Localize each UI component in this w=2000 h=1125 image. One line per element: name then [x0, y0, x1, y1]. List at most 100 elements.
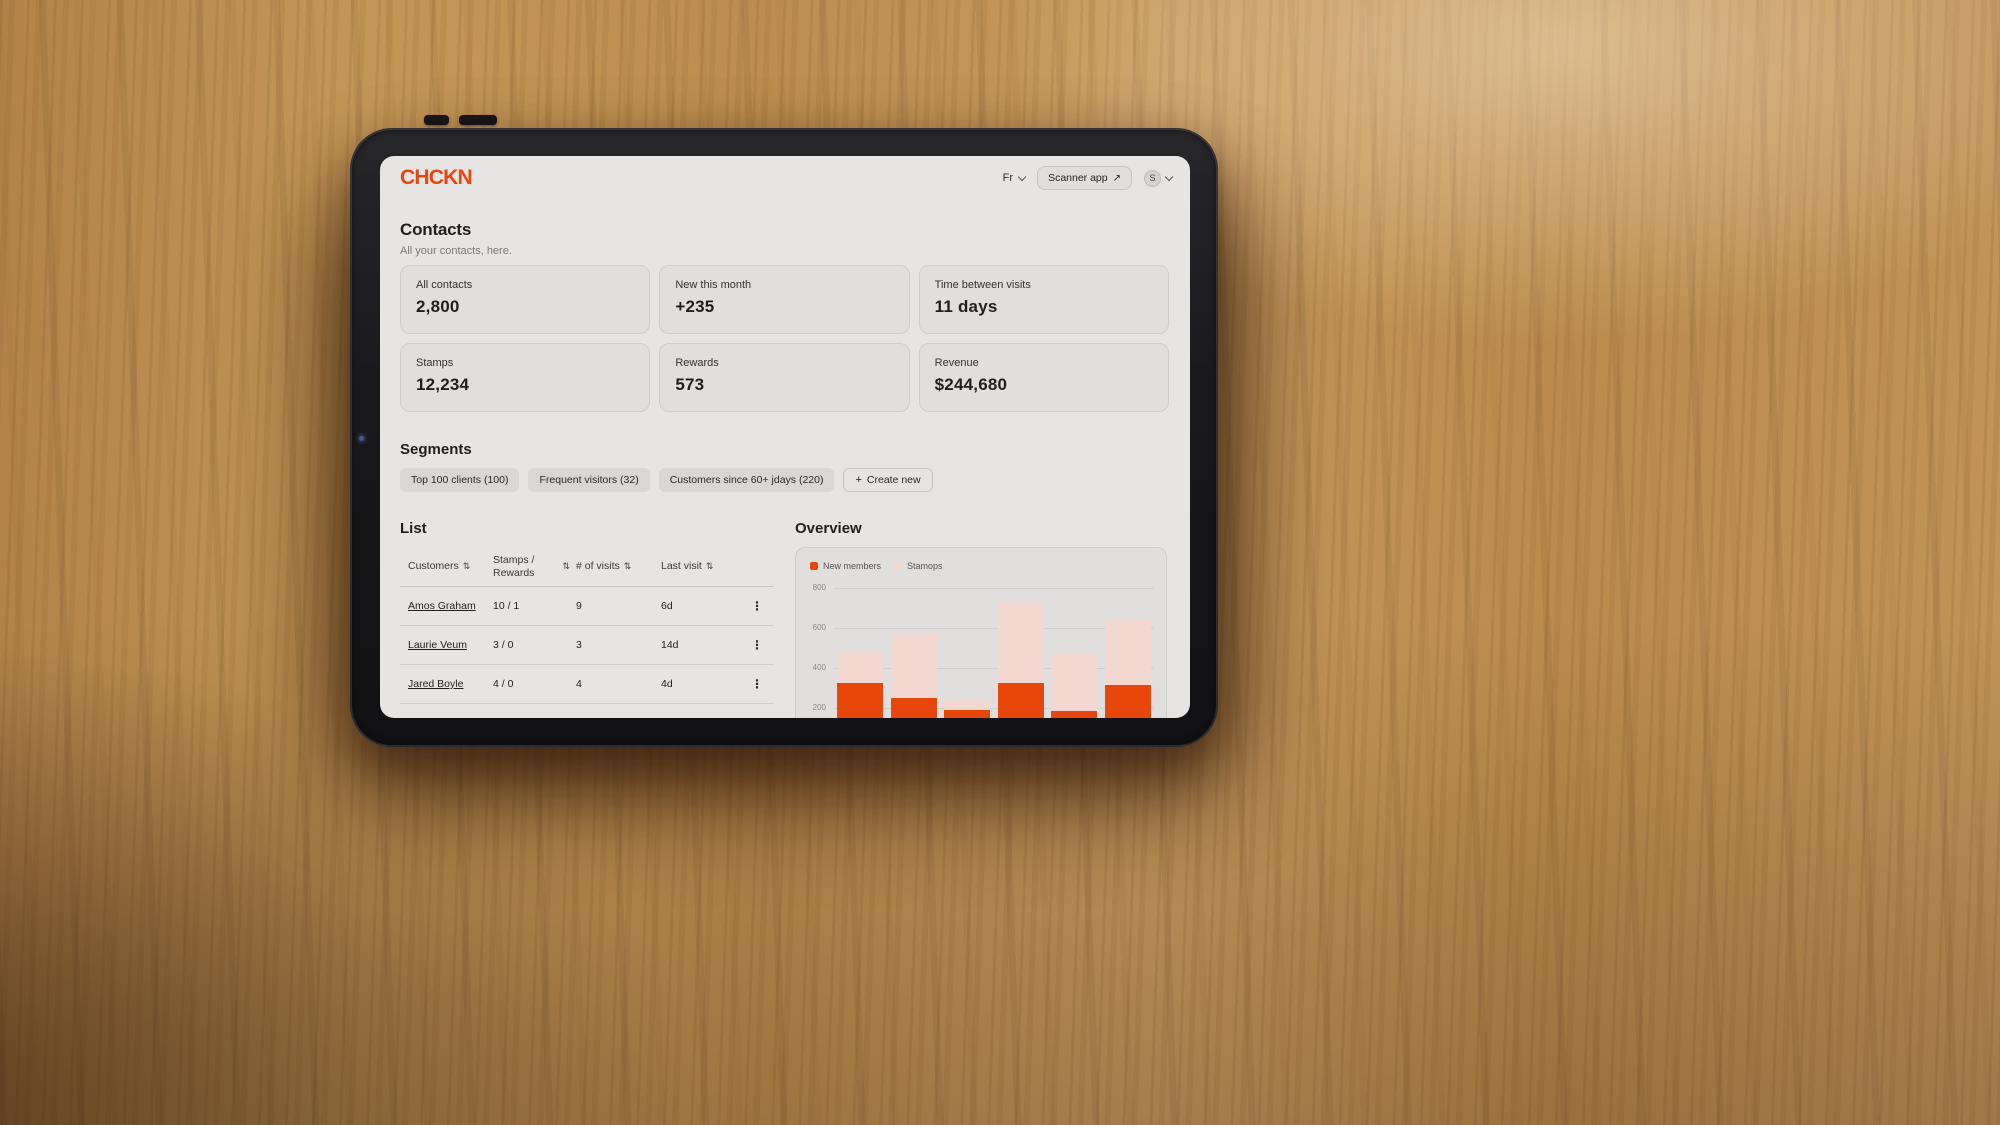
segment-chip[interactable]: Top 100 clients (100)	[400, 468, 520, 492]
column-header[interactable]: Last visit ⇅	[661, 560, 750, 572]
legend-label: New members	[823, 561, 882, 571]
customer-cell: Amos Graham	[400, 600, 493, 612]
stat-card: New this month +235	[659, 265, 910, 334]
chevron-down-icon	[1017, 172, 1027, 181]
legend-item: New members	[810, 561, 881, 571]
plus-icon: +	[855, 474, 862, 486]
avatar: S	[1144, 169, 1161, 187]
tablet-device: CHCKN Fr Scanner app ↗ S	[350, 128, 1218, 747]
column-header[interactable]: Stamps / Rewards ⇅	[493, 554, 576, 578]
row-menu-button[interactable]: ⋮	[751, 599, 763, 613]
sort-icon: ⇅	[462, 561, 471, 572]
create-segment-button[interactable]: + Create new	[843, 468, 933, 492]
last-visit-cell: 4d	[661, 678, 673, 690]
chart-gridline	[834, 588, 1154, 590]
language-selector[interactable]: Fr	[1002, 172, 1027, 184]
y-axis-tick-label: 600	[812, 623, 826, 633]
tablet-volume-button	[459, 115, 497, 125]
bar-segment-new-members	[997, 683, 1044, 718]
column-header-label: Last visit	[661, 560, 702, 573]
sort-icon: ⇅	[562, 561, 570, 572]
visits-cell: 9	[576, 600, 582, 612]
last-visit-cell: 6d	[661, 600, 673, 612]
table-row: Jared Boyle 4 / 0 4 4d ⋮	[400, 665, 773, 704]
customer-link[interactable]: Laurie Veum	[408, 639, 467, 651]
bar-segment-stamops	[1051, 653, 1097, 718]
row-menu-button[interactable]: ⋮	[751, 677, 763, 691]
app-screen: CHCKN Fr Scanner app ↗ S	[380, 156, 1190, 718]
account-menu[interactable]: S	[1144, 169, 1174, 187]
stat-value: 2,800	[416, 297, 460, 316]
stat-label: New this month	[675, 279, 752, 291]
chckn-logo: CHCKN	[400, 166, 473, 189]
stat-label: Rewards	[675, 357, 719, 369]
stat-label: Time between visits	[934, 279, 1031, 291]
table-row: Amos Graham 10 / 1 9 6d ⋮	[400, 587, 773, 626]
list-title: List	[400, 520, 427, 537]
legend-swatch	[810, 562, 818, 570]
customer-link[interactable]: Jared Boyle	[408, 678, 464, 690]
stat-card: Rewards 573	[659, 343, 910, 412]
visits-cell: 4	[576, 678, 582, 690]
language-label: Fr	[1002, 172, 1014, 184]
column-header[interactable]: Customers ⇅	[400, 560, 493, 572]
stat-card: Revenue $244,680	[918, 343, 1169, 412]
row-menu-button[interactable]: ⋮	[751, 638, 763, 652]
stat-card: Stamps 12,234	[400, 343, 651, 412]
stat-value: +235	[675, 297, 715, 316]
column-header[interactable]: # of visits ⇅	[576, 560, 661, 572]
stat-card: All contacts 2,800	[400, 265, 651, 334]
legend-item: Stamops	[894, 561, 943, 571]
sort-icon: ⇅	[623, 561, 632, 572]
stat-value: $244,680	[934, 375, 1008, 394]
table-header-row: Customers ⇅ Stamps / Rewards ⇅ # of visits ⇅ L…	[400, 547, 773, 587]
chart-gridline	[834, 708, 1154, 710]
external-link-icon: ↗	[1112, 172, 1121, 184]
scanner-app-button[interactable]: Scanner app ↗	[1037, 166, 1132, 190]
chart-gridline	[834, 628, 1154, 630]
column-header-label: # of visits	[576, 560, 620, 573]
bar-segment-new-members	[837, 683, 883, 718]
stamps-rewards-cell: 3 / 0	[493, 639, 514, 651]
stat-value: 11 days	[934, 297, 998, 316]
legend-swatch	[894, 562, 903, 570]
stat-card: Time between visits 11 days	[918, 265, 1169, 334]
tablet-front-camera	[359, 436, 364, 441]
tablet-volume-button	[424, 115, 449, 125]
page-title: Contacts	[400, 220, 472, 239]
chart-gridline	[834, 668, 1154, 670]
customer-cell: Laurie Veum	[400, 639, 493, 651]
segment-chip[interactable]: Frequent visitors (32)	[528, 468, 650, 492]
stat-value: 12,234	[416, 375, 470, 394]
overview-title: Overview	[795, 520, 862, 537]
table-row: Laurie Veum 3 / 0 3 14d ⋮	[400, 626, 773, 665]
scanner-app-label: Scanner app	[1048, 172, 1108, 184]
bar-segment-new-members	[1104, 685, 1151, 718]
segment-chips: Top 100 clients (100) Frequent visitors (…	[400, 468, 933, 492]
top-bar: CHCKN Fr Scanner app ↗ S	[400, 165, 1174, 191]
customer-link[interactable]: Amos Graham	[408, 600, 476, 612]
overview-chart-card: New members Stamops 200 400 600 800	[795, 547, 1167, 718]
contacts-table: Customers ⇅ Stamps / Rewards ⇅ # of visits ⇅ L…	[400, 547, 773, 704]
page-subtitle: All your contacts, here.	[400, 245, 512, 257]
customer-cell: Jared Boyle	[400, 678, 493, 690]
column-header-label: Stamps / Rewards	[493, 554, 535, 579]
column-header-label: Customers	[408, 560, 459, 573]
visits-cell: 3	[576, 639, 582, 651]
sort-icon: ⇅	[705, 561, 714, 572]
table-body: Amos Graham 10 / 1 9 6d ⋮ Laurie Veum 3 / 0 3 14…	[400, 587, 773, 704]
chart-legend: New members Stamops	[810, 561, 943, 571]
chevron-down-icon	[1164, 172, 1174, 181]
legend-label: Stamops	[907, 561, 943, 571]
stat-label: Stamps	[416, 357, 454, 369]
last-visit-cell: 14d	[661, 639, 679, 651]
segment-chip[interactable]: Customers since 60+ jdays (220)	[658, 468, 835, 492]
stat-label: All contacts	[416, 279, 473, 291]
bar-segment-new-members	[1051, 711, 1097, 718]
stamps-rewards-cell: 4 / 0	[493, 678, 514, 690]
bar-segment-new-members	[890, 698, 937, 718]
stats-grid: All contacts 2,800 New this month +235 T…	[400, 265, 1169, 412]
y-axis-tick-label: 200	[812, 703, 826, 713]
y-axis-tick-label: 800	[812, 583, 826, 593]
